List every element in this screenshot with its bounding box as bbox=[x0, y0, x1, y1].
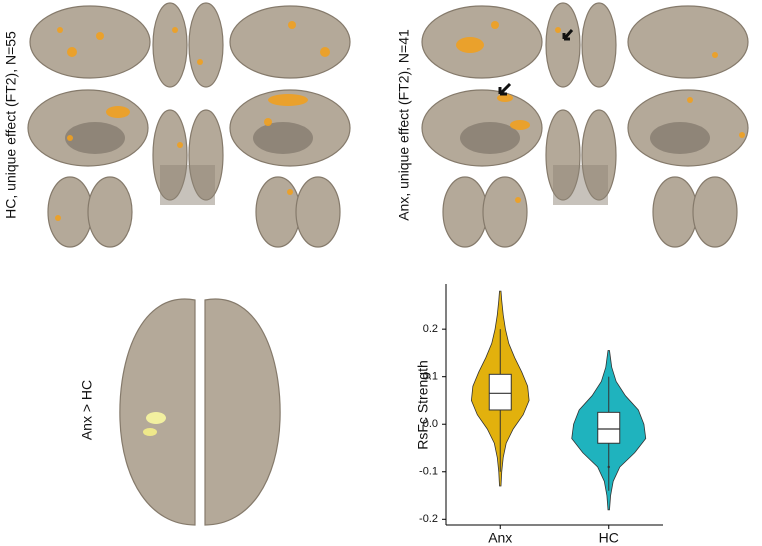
y-tick-label: 0.2 bbox=[423, 323, 438, 335]
panel-label: Anx, unique effect (FT2), N=41 bbox=[396, 29, 412, 221]
brain-montage-hc bbox=[27, 2, 351, 248]
y-tick-label: 0.0 bbox=[423, 418, 438, 430]
y-tick-label: 0.1 bbox=[423, 371, 438, 383]
y-axis-label: RsFc Strength bbox=[415, 360, 431, 449]
box bbox=[488, 373, 512, 411]
box bbox=[597, 411, 621, 444]
panel-label: Anx > HC bbox=[79, 380, 95, 440]
brain-axial bbox=[119, 298, 281, 526]
panel-label: HC, unique effect (FT2), N=55 bbox=[3, 31, 19, 219]
x-tick-label: HC bbox=[599, 530, 619, 546]
violin-plot: 0.2 0.1 0.0 -0.1 -0.2 Anx HC bbox=[419, 284, 663, 546]
outlier bbox=[607, 465, 610, 469]
x-tick-label: Anx bbox=[488, 530, 512, 546]
y-tick-label: -0.1 bbox=[419, 466, 438, 478]
y-tick-label: -0.2 bbox=[419, 513, 438, 525]
brain-montage-anx bbox=[421, 2, 749, 248]
